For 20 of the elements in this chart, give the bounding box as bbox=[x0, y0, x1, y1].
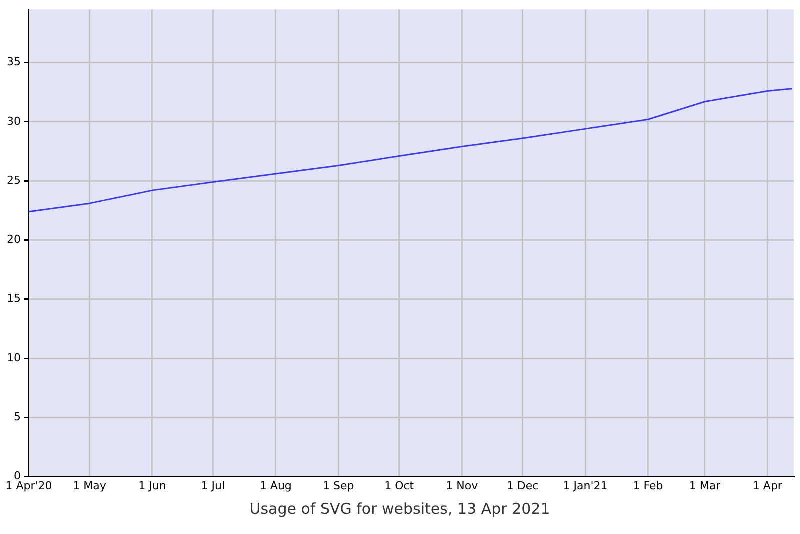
x-tick-label: 1 Aug bbox=[260, 479, 292, 492]
x-tick-label: 1 Dec bbox=[506, 479, 539, 492]
text: Usage of SVG for websites, 13 Apr 2021 bbox=[248, 500, 552, 518]
x-tick-label: 1 Jun bbox=[138, 479, 166, 492]
x-tick-label: 1 Sep bbox=[323, 479, 354, 492]
y-tick-label: 35 bbox=[6, 56, 21, 69]
x-tick-label: 1 Apr bbox=[752, 479, 783, 492]
x-tick-label: 1 May bbox=[73, 479, 107, 492]
x-tick-label: 1 Oct bbox=[384, 479, 415, 492]
y-tick-label: 20 bbox=[6, 233, 21, 246]
y-tick-label: 25 bbox=[6, 174, 21, 187]
x-tick-label: 1 Feb bbox=[633, 479, 664, 492]
x-tick-label: 1 Mar bbox=[689, 479, 722, 492]
x-tick-label: 1 Jul bbox=[201, 479, 226, 492]
y-tick-label: 5 bbox=[14, 410, 21, 424]
y-tick-label: 30 bbox=[6, 114, 21, 128]
x-tick-label: 1 Jan'21 bbox=[563, 479, 608, 492]
x-tick-label: 1 Nov bbox=[446, 479, 479, 492]
y-tick-label: 15 bbox=[6, 292, 21, 306]
y-tick-label: 10 bbox=[6, 351, 21, 364]
